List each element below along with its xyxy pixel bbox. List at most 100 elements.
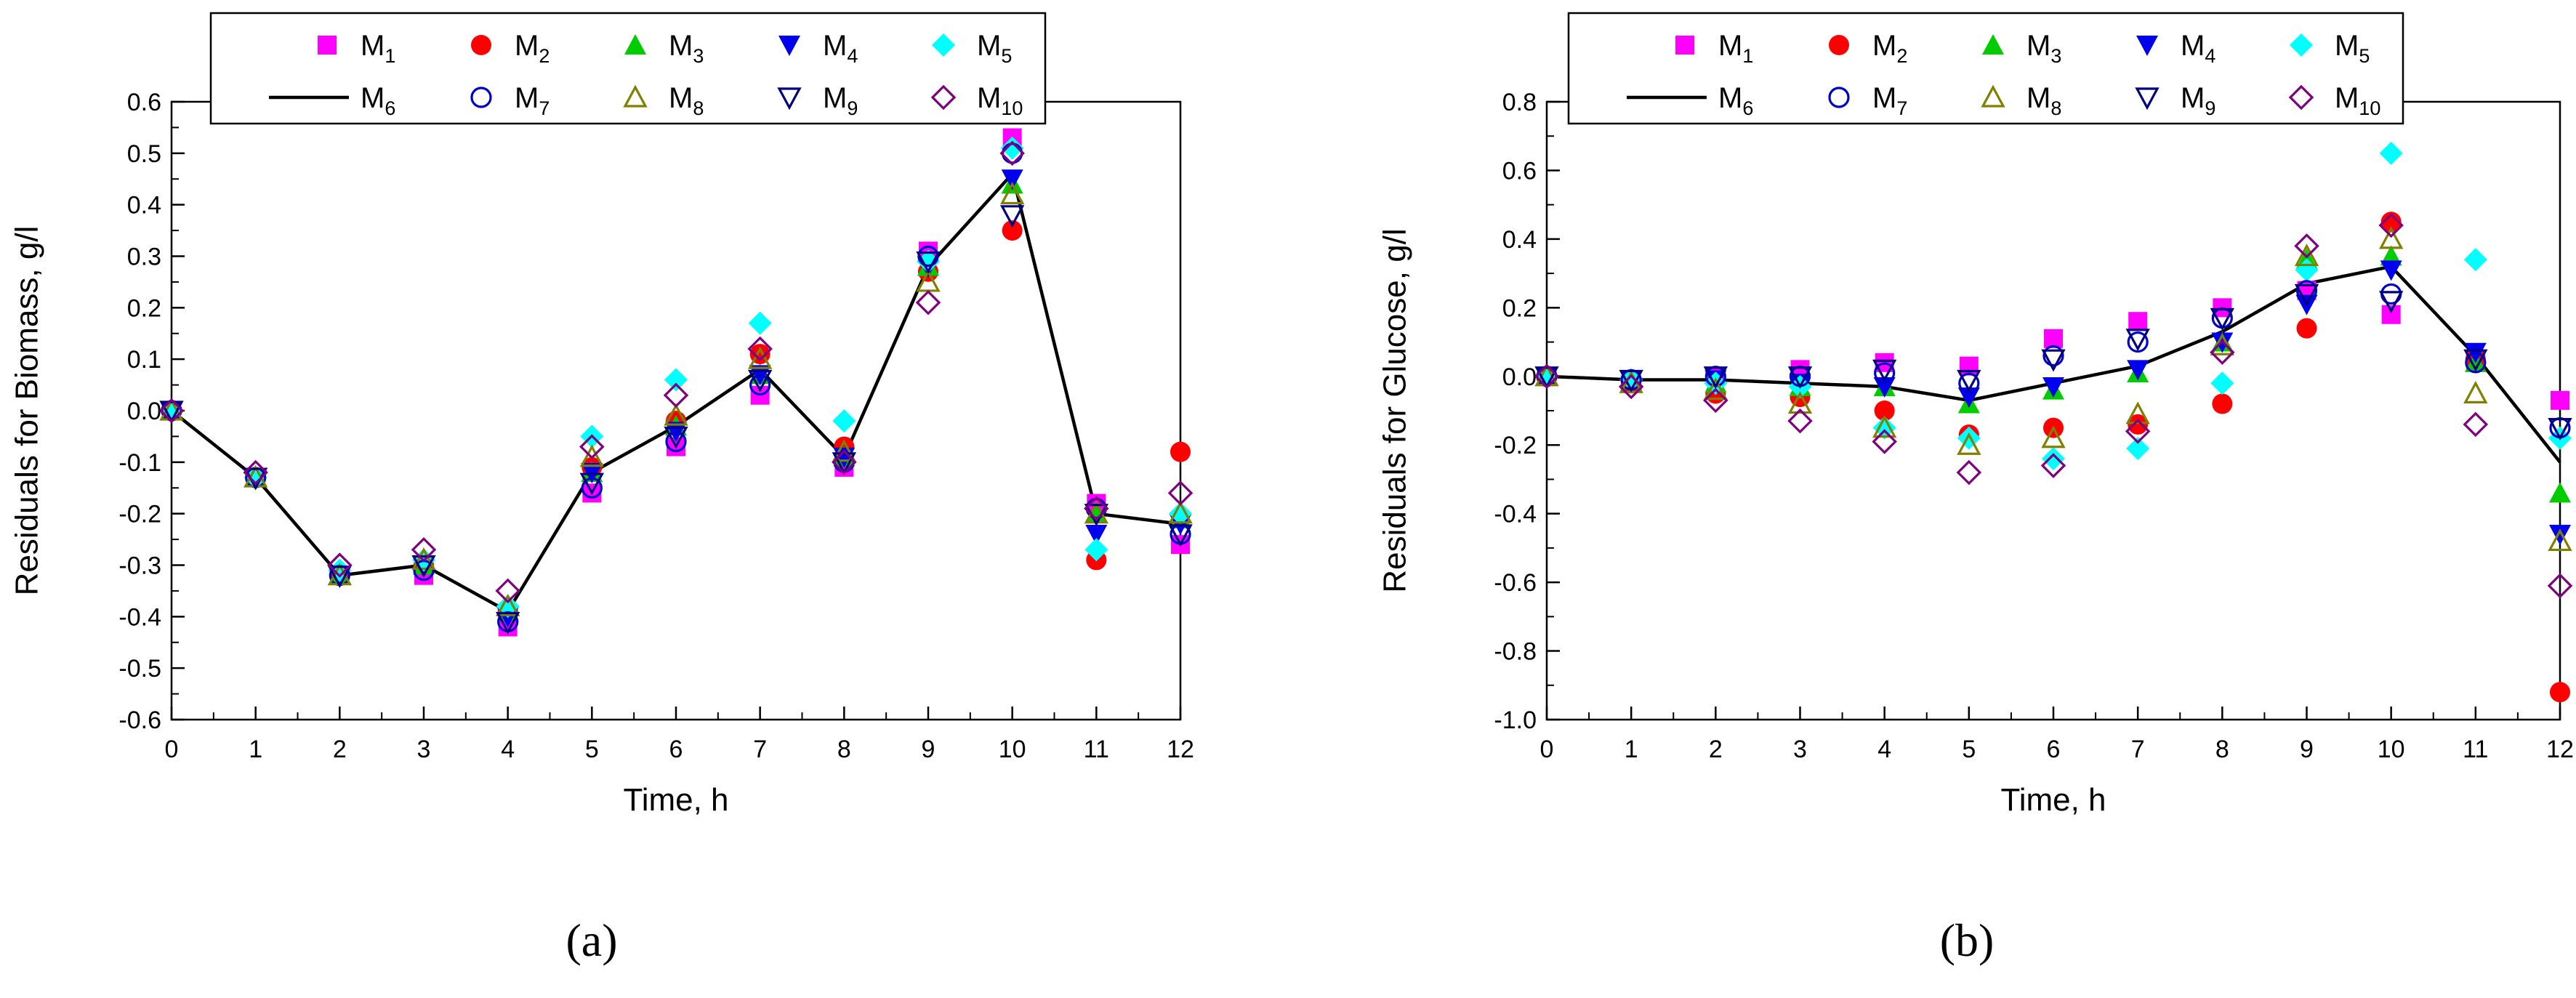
data-point-m9 (1168, 524, 1193, 547)
data-point-m5 (2379, 141, 2403, 165)
y-tick-label: 0.0 (127, 398, 161, 425)
x-tick-label: 3 (417, 736, 431, 763)
data-point-m10 (1787, 408, 1813, 434)
data-point-m10 (2294, 233, 2319, 259)
legend-item-m2: M2 (471, 30, 550, 67)
data-point-m9 (2548, 418, 2572, 440)
data-point-m8 (2210, 332, 2235, 355)
data-point-m10 (2378, 212, 2404, 238)
legend-label-base: M (669, 30, 693, 62)
legend-item-m5: M5 (932, 30, 1012, 67)
legend-label: M1 (361, 30, 395, 67)
data-point-m8 (2378, 226, 2404, 249)
legend-marker (2288, 84, 2314, 110)
y-tick-label: -1.0 (1494, 707, 1537, 734)
data-point-m4 (2549, 525, 2571, 545)
x-tick-label: 1 (1625, 736, 1638, 763)
data-point-m9 (1703, 366, 1728, 390)
data-point-m10 (1703, 387, 1728, 414)
series-m10 (158, 140, 1194, 604)
legend-label-base: M (2181, 30, 2205, 62)
data-point-m9 (1872, 359, 1897, 382)
x-tick-label: 9 (2300, 736, 2314, 763)
data-point-m9 (832, 452, 857, 475)
x-tick-label: 2 (1709, 736, 1723, 763)
data-point-m10 (495, 578, 520, 604)
data-point-m10 (2210, 339, 2235, 365)
legend-label: M10 (977, 82, 1023, 119)
legend-label-subscript: 3 (2050, 45, 2061, 67)
legend-label-subscript: 7 (539, 97, 550, 119)
x-tick-label: 12 (2546, 736, 2574, 763)
data-point-m10 (915, 289, 941, 315)
legend-label: M2 (515, 30, 550, 67)
y-tick-label: -0.6 (1494, 569, 1537, 597)
legend-marker (318, 36, 337, 55)
legend-label-subscript: 8 (693, 97, 704, 119)
data-point-m10 (1167, 480, 1194, 506)
data-point-m9 (579, 472, 605, 496)
legend-item-m9: M9 (777, 82, 858, 119)
data-point-m8 (2463, 381, 2488, 403)
legend-label-base: M (1872, 82, 1896, 114)
legend-label-subscript: 7 (1896, 97, 1907, 119)
data-point-m8 (411, 547, 436, 571)
x-tick-label: 4 (1877, 736, 1891, 763)
legend-item-m3: M3 (624, 30, 704, 67)
data-point-m2 (2128, 414, 2149, 435)
x-tick-label: 8 (2215, 736, 2229, 763)
y-tick-label: 0.6 (1502, 157, 1537, 185)
data-point-m5 (243, 466, 267, 490)
legend-label: M6 (361, 82, 395, 119)
x-tick-label: 1 (249, 736, 262, 763)
data-point-m10 (747, 336, 773, 362)
legend-item-m6: M6 (269, 82, 395, 119)
legend-label: M8 (2026, 82, 2061, 119)
legend-label-subscript: 5 (2359, 45, 2370, 67)
legend-label: M4 (2181, 30, 2215, 67)
y-tick-label: -0.2 (1494, 432, 1537, 459)
data-point-m9 (2041, 349, 2066, 372)
data-point-m7 (665, 430, 687, 453)
legend-label-base: M (361, 30, 385, 62)
legend-label-subscript: 8 (2050, 97, 2061, 119)
chart-panel-b: 0 1 2 3 4 5 6 7 8 9 10 11 12-1.0-0.8-0.6-0.4-0.20.00… (1377, 12, 2574, 966)
series-m3 (161, 173, 1191, 621)
legend-label-base: M (823, 30, 847, 62)
legend-label-subscript: 6 (1742, 97, 1753, 119)
y-tick-label: 0.8 (1502, 89, 1537, 116)
data-point-m10 (2463, 411, 2489, 438)
legend-label-base: M (2181, 82, 2205, 114)
x-tick-label: 10 (2378, 736, 2405, 763)
legend-label-subscript: 4 (847, 45, 858, 67)
legend-label-subscript: 5 (1001, 45, 1012, 67)
legend-item-m5: M5 (2290, 30, 2370, 67)
legend-label-base: M (669, 82, 693, 114)
data-point-m9 (1957, 369, 1981, 393)
y-tick-label: 0.4 (127, 192, 161, 220)
data-point-m9 (159, 401, 184, 424)
series-m8 (1534, 226, 2572, 552)
data-point-m5 (917, 249, 940, 273)
data-point-m10 (1084, 496, 1109, 521)
data-point-m8 (999, 182, 1025, 205)
data-point-m4 (2380, 260, 2402, 281)
y-tick-label: 0.6 (127, 89, 161, 116)
x-axis-label: Time, h (2000, 782, 2106, 818)
legend-label-base: M (2026, 82, 2050, 114)
data-point-m5 (1169, 502, 1192, 526)
data-point-m7 (2127, 331, 2149, 353)
data-point-m10 (158, 398, 185, 424)
data-point-m9 (495, 611, 520, 635)
data-point-m5 (1872, 416, 1896, 440)
legend-label: M7 (515, 82, 550, 119)
panel-label: (b) (1940, 914, 1995, 966)
x-tick-label: 4 (501, 736, 515, 763)
data-point-m2 (1874, 401, 1895, 421)
legend-item-m4: M4 (2136, 30, 2215, 67)
legend-marker (2136, 36, 2158, 56)
y-tick-label: 0.2 (1502, 294, 1537, 322)
data-point-m9 (411, 555, 436, 578)
legend-label-base: M (977, 82, 1001, 114)
